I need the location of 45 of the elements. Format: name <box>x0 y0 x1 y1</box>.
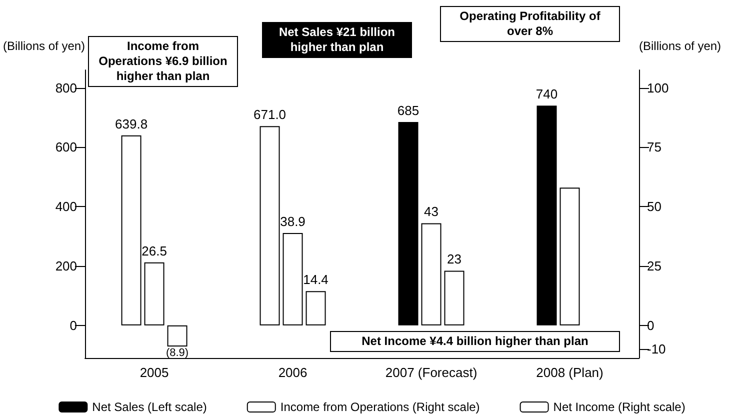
y2-axis-title: (Billions of yen) <box>639 39 722 53</box>
bar <box>260 126 280 326</box>
data-label: 14.4 <box>303 272 328 288</box>
bar <box>536 106 557 326</box>
y-tick-label: 800 <box>55 80 78 96</box>
callout-box: Net Sales ¥21 billion higher than plan <box>262 22 412 58</box>
data-label: 26.5 <box>142 243 167 258</box>
data-label: 740 <box>536 86 558 102</box>
bar <box>444 270 464 326</box>
bar <box>560 188 580 326</box>
bar <box>306 291 326 326</box>
x-tick-label: 2006 <box>278 365 308 380</box>
y-tick-label: 0 <box>70 318 78 333</box>
legend-label: Income from Operations (Right scale) <box>280 400 480 414</box>
bar <box>421 223 442 326</box>
y-axis-title: (Billions of yen) <box>3 39 86 53</box>
data-label: 43 <box>424 204 438 220</box>
bar <box>121 135 142 326</box>
x-tick-label: 2007 (Forecast) <box>385 365 478 380</box>
y2-tick-label: 50 <box>647 199 662 214</box>
y2-tick-label: 25 <box>647 258 662 274</box>
y2-tick-label: 75 <box>647 140 662 155</box>
y2-tick-label: 100 <box>647 80 669 96</box>
x-tick-label: 2008 (Plan) <box>536 365 604 380</box>
callout-box: Operating Profitability of over 8% <box>440 6 620 42</box>
data-label: 685 <box>397 102 420 118</box>
y2-tick-label: 0 <box>647 318 654 333</box>
x-tick-label: 2005 <box>140 365 169 380</box>
y2-tick-label: -10 <box>647 342 666 357</box>
callout-box: Income from Operations ¥6.9 billion higher than plan <box>88 36 238 87</box>
y-tick-label: 600 <box>55 140 78 155</box>
legend-label: Net Income (Right scale) <box>553 400 686 414</box>
bar <box>398 122 418 326</box>
bar <box>167 325 188 346</box>
y-tick-label: 200 <box>55 258 78 274</box>
legend-label: Net Sales (Left scale) <box>92 400 207 414</box>
data-label: 23 <box>447 252 462 267</box>
data-label: (8.9) <box>166 346 189 359</box>
data-label: 671.0 <box>253 107 286 122</box>
callout-box: Net Income ¥4.4 billion higher than plan <box>330 331 620 352</box>
bar <box>282 232 303 326</box>
bar <box>144 262 164 326</box>
data-label: 38.9 <box>280 214 306 229</box>
y-tick-label: 400 <box>55 199 78 214</box>
data-label: 639.8 <box>115 116 148 132</box>
